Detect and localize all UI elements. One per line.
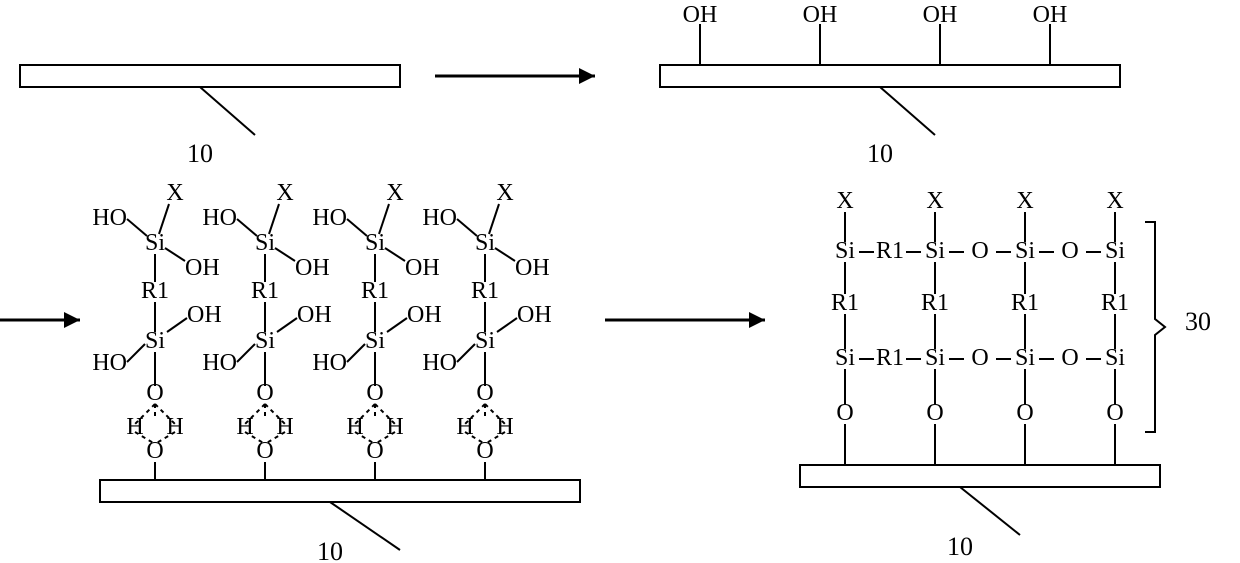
svg-text:OH: OH: [187, 302, 222, 328]
svg-text:R1: R1: [831, 290, 859, 316]
svg-text:HO: HO: [202, 350, 237, 376]
svg-text:O: O: [1106, 400, 1123, 426]
svg-text:X: X: [836, 188, 853, 214]
svg-text:OH: OH: [405, 255, 440, 281]
svg-text:Si: Si: [835, 345, 855, 371]
svg-text:O: O: [971, 345, 988, 371]
svg-text:X: X: [386, 180, 403, 206]
svg-text:HO: HO: [312, 205, 347, 231]
svg-text:O: O: [366, 438, 383, 464]
svg-text:OH: OH: [683, 2, 718, 28]
svg-text:X: X: [1016, 188, 1033, 214]
svg-text:X: X: [1106, 188, 1123, 214]
svg-text:10: 10: [187, 139, 213, 168]
svg-text:R1: R1: [361, 278, 389, 304]
svg-text:O: O: [836, 400, 853, 426]
svg-text:R1: R1: [1011, 290, 1039, 316]
svg-text:O: O: [256, 380, 273, 406]
svg-text:Si: Si: [925, 345, 945, 371]
svg-text:Si: Si: [1105, 238, 1125, 264]
svg-text:OH: OH: [185, 255, 220, 281]
svg-text:X: X: [276, 180, 293, 206]
svg-text:Si: Si: [1015, 238, 1035, 264]
svg-text:O: O: [926, 400, 943, 426]
svg-text:OH: OH: [295, 255, 330, 281]
svg-text:O: O: [1061, 238, 1078, 264]
svg-text:O: O: [146, 380, 163, 406]
svg-text:O: O: [476, 380, 493, 406]
svg-text:Si: Si: [1015, 345, 1035, 371]
svg-text:OH: OH: [515, 255, 550, 281]
svg-text:Si: Si: [145, 230, 165, 256]
svg-text:O: O: [366, 380, 383, 406]
svg-text:O: O: [476, 438, 493, 464]
svg-text:Si: Si: [925, 238, 945, 264]
svg-text:O: O: [1061, 345, 1078, 371]
svg-text:R1: R1: [471, 278, 499, 304]
svg-text:10: 10: [867, 139, 893, 168]
svg-text:30: 30: [1185, 307, 1211, 336]
svg-text:10: 10: [317, 537, 343, 563]
svg-text:R1: R1: [921, 290, 949, 316]
svg-text:O: O: [971, 238, 988, 264]
svg-text:X: X: [926, 188, 943, 214]
diagram-canvas: 10OHOHOHOH10XHOSiOHR1OHSiHOOHHOXHOSiOHR1…: [0, 0, 1240, 563]
svg-text:X: X: [496, 180, 513, 206]
svg-text:HO: HO: [312, 350, 347, 376]
svg-text:10: 10: [947, 532, 973, 561]
svg-text:HO: HO: [202, 205, 237, 231]
svg-text:O: O: [146, 438, 163, 464]
svg-text:Si: Si: [255, 230, 275, 256]
svg-text:Si: Si: [365, 230, 385, 256]
svg-text:R1: R1: [141, 278, 169, 304]
svg-text:Si: Si: [1105, 345, 1125, 371]
svg-text:Si: Si: [255, 328, 275, 354]
svg-text:OH: OH: [803, 2, 838, 28]
svg-text:R1: R1: [876, 238, 904, 264]
svg-text:OH: OH: [517, 302, 552, 328]
svg-text:OH: OH: [923, 2, 958, 28]
svg-text:Si: Si: [145, 328, 165, 354]
svg-text:HO: HO: [422, 350, 457, 376]
svg-text:R1: R1: [1101, 290, 1129, 316]
svg-text:Si: Si: [835, 238, 855, 264]
svg-text:O: O: [256, 438, 273, 464]
svg-text:HO: HO: [92, 350, 127, 376]
svg-text:X: X: [166, 180, 183, 206]
svg-text:Si: Si: [365, 328, 385, 354]
svg-text:HO: HO: [92, 205, 127, 231]
svg-text:O: O: [1016, 400, 1033, 426]
svg-text:OH: OH: [1033, 2, 1068, 28]
stage-3: XHOSiOHR1OHSiHOOHHOXHOSiOHR1OHSiHOOHHOXH…: [92, 180, 580, 502]
svg-text:OH: OH: [407, 302, 442, 328]
svg-text:Si: Si: [475, 328, 495, 354]
svg-text:OH: OH: [297, 302, 332, 328]
svg-text:HO: HO: [422, 205, 457, 231]
svg-text:Si: Si: [475, 230, 495, 256]
svg-text:R1: R1: [251, 278, 279, 304]
stage-1: [20, 65, 400, 87]
svg-text:R1: R1: [876, 345, 904, 371]
stage-2: OH OH OH OH: [660, 2, 1120, 87]
stage-4: X Si X Si X Si X Si R1 O O R1 Si R1 Si R1 Si R1 Si R1 O O O O O O…: [800, 188, 1211, 487]
